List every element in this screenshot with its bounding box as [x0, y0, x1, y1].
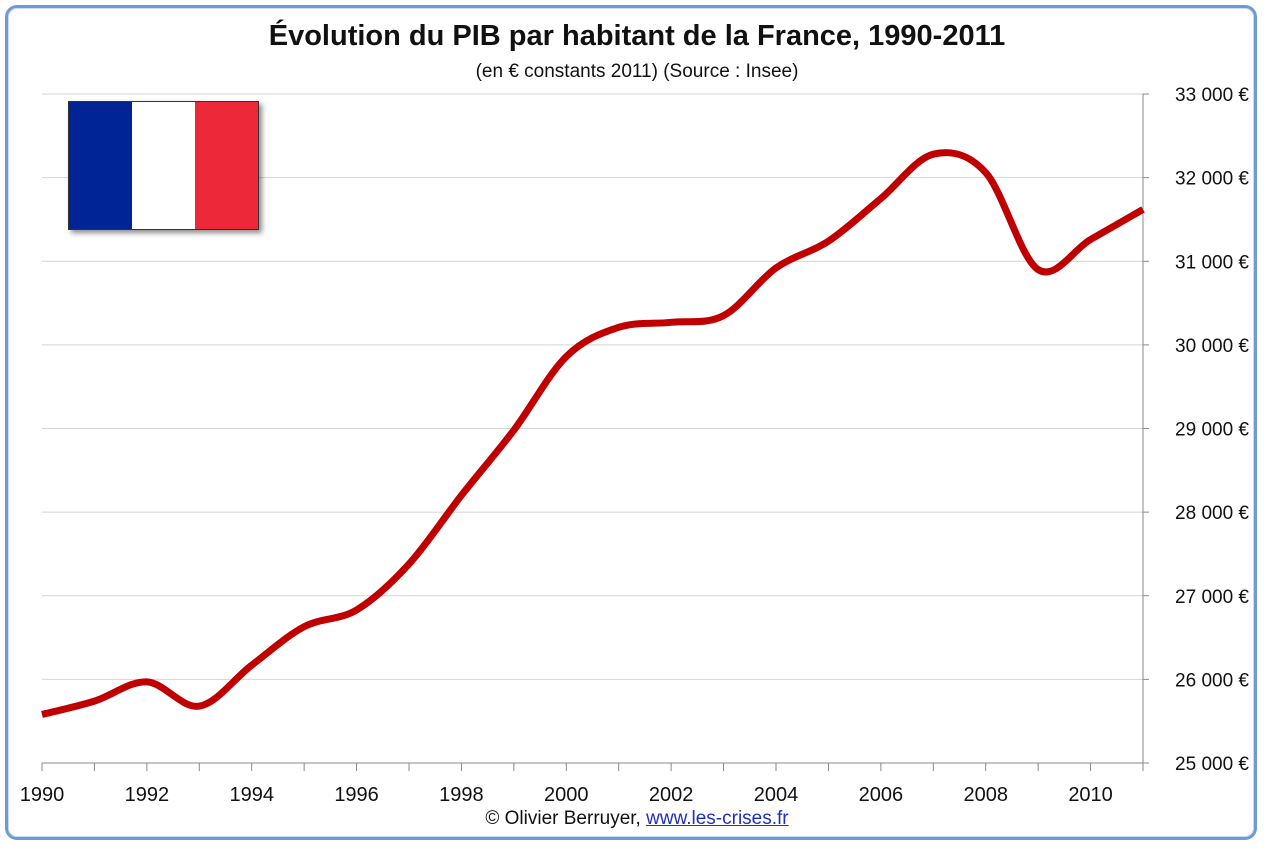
x-tick-label: 1998 — [439, 784, 484, 806]
y-tick-label: 28 000 € — [1175, 503, 1249, 524]
x-tick-label: 2002 — [649, 784, 694, 806]
credit-link[interactable]: www.les-crises.fr — [646, 808, 789, 829]
x-tick-label: 2008 — [963, 784, 1008, 806]
y-tick-label: 31 000 € — [1175, 252, 1249, 273]
x-tick-label: 1994 — [229, 784, 274, 806]
credit-author: © Olivier Berruyer, — [485, 808, 641, 829]
gdp-per-capita-line — [41, 149, 1145, 718]
x-tick-label: 2010 — [1068, 784, 1113, 806]
y-tick-label: 29 000 € — [1175, 420, 1249, 441]
y-tick-label: 30 000 € — [1175, 336, 1249, 357]
flag-white-stripe — [132, 102, 195, 229]
x-tick-label: 2006 — [859, 784, 904, 806]
france-flag-image — [68, 101, 259, 230]
x-tick-label: 2004 — [754, 784, 799, 806]
y-tick-label: 26 000 € — [1175, 670, 1249, 691]
x-tick-label: 1996 — [334, 784, 379, 806]
y-tick-label: 25 000 € — [1175, 754, 1249, 775]
x-tick-label: 2000 — [544, 784, 589, 806]
credit-line: © Olivier Berruyer, www.les-crises.fr — [0, 808, 1274, 830]
flag-red-stripe — [195, 102, 258, 229]
chart-frame — [5, 5, 1257, 840]
y-tick-label: 32 000 € — [1175, 169, 1249, 190]
chart-subtitle: (en € constants 2011) (Source : Insee) — [475, 61, 799, 82]
x-tick-label: 1992 — [125, 784, 170, 806]
y-tick-label: 33 000 € — [1175, 85, 1249, 106]
x-tick-label: 1990 — [20, 784, 65, 806]
flag-blue-stripe — [69, 102, 132, 229]
y-tick-label: 27 000 € — [1175, 587, 1249, 608]
chart-title: Évolution du PIB par habitant de la Fran… — [268, 20, 1006, 52]
